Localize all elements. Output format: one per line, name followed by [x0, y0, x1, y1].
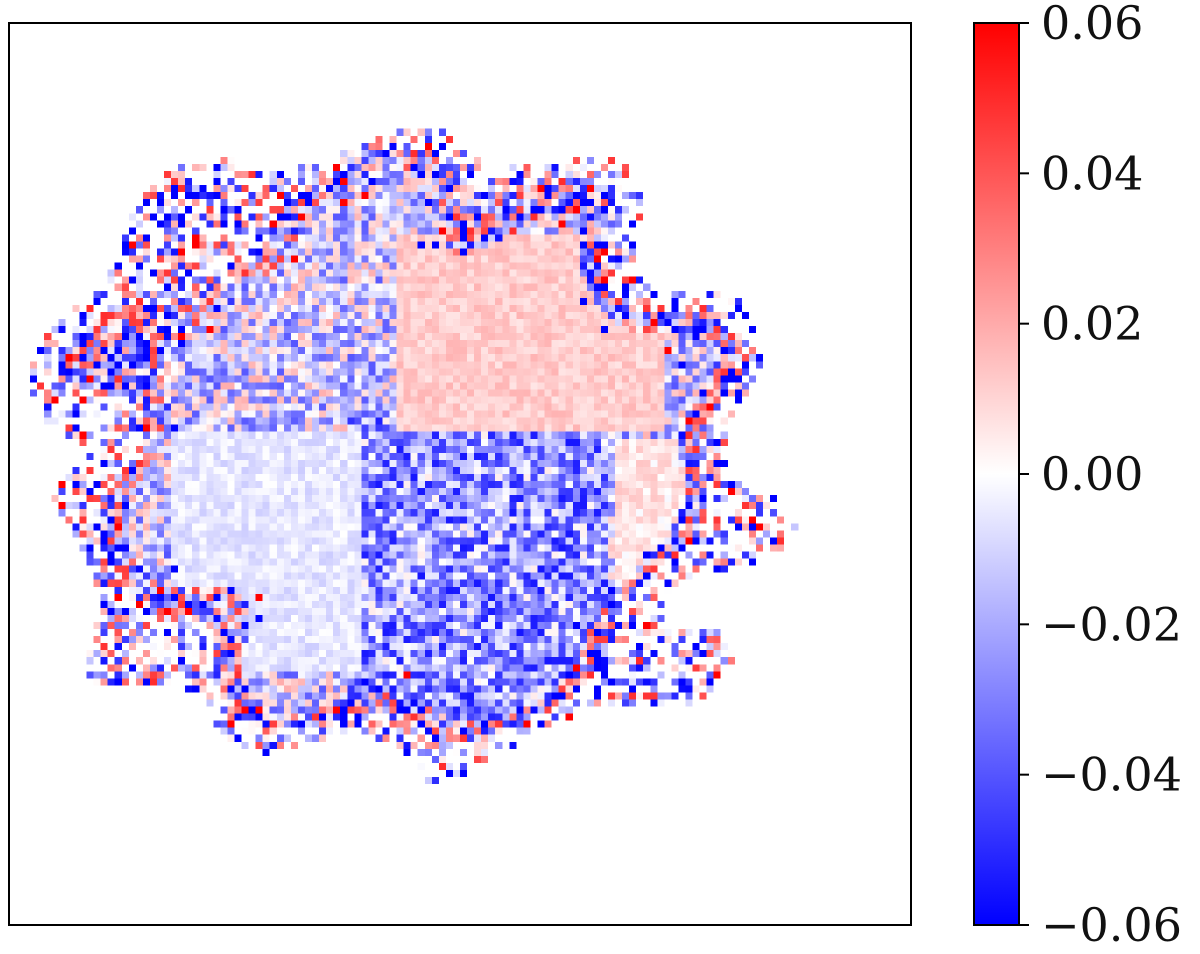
heatmap-cells: [9, 23, 911, 925]
colorbar: 0.06 0.04 0.02 0.00 −0.02 −0.04 −0.06: [973, 0, 1182, 952]
colorbar-tick-label: 0.06: [1041, 0, 1143, 50]
colorbar-tick-label: 0.02: [1041, 297, 1143, 351]
colorbar-tick-label: −0.06: [1041, 898, 1182, 952]
colorbar-tick-label: −0.04: [1041, 748, 1182, 802]
colorbar-tick-label: 0.04: [1041, 146, 1143, 200]
colorbar-tick-label: 0.00: [1041, 447, 1143, 501]
colorbar-gradient: [974, 23, 1019, 925]
colorbar-tick-label: −0.02: [1041, 597, 1182, 651]
